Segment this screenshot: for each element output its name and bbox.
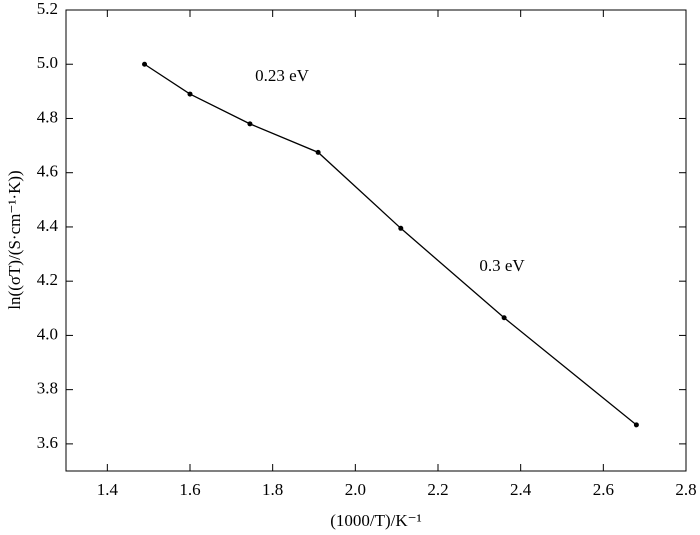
y-tick-label: 3.6 [37, 433, 58, 452]
y-tick-label: 4.0 [37, 324, 58, 343]
point [398, 225, 404, 231]
y-tick-label: 5.0 [37, 53, 58, 72]
point [315, 149, 321, 155]
point [142, 61, 148, 67]
annotation: 0.3 eV [479, 256, 525, 275]
x-tick-label: 2.4 [510, 480, 532, 499]
y-tick-label: 5.2 [37, 0, 58, 18]
y-tick-label: 4.6 [37, 162, 58, 181]
point [247, 121, 253, 127]
y-axis-label: ln((σT)/(S·cm⁻¹·K)) [5, 170, 24, 309]
line [144, 63, 637, 426]
x-axis-label: (1000/T)/K⁻¹ [330, 511, 422, 530]
y-tick-label: 4.8 [37, 107, 58, 126]
plot-frame [65, 9, 687, 472]
x-tick-label: 2.2 [427, 480, 448, 499]
point [501, 315, 507, 321]
x-tick-label: 1.6 [179, 480, 200, 499]
point [633, 422, 639, 428]
y-tick-label: 3.8 [37, 379, 58, 398]
point [187, 91, 193, 97]
x-tick-label: 2.0 [345, 480, 366, 499]
annotation: 0.23 eV [255, 66, 310, 85]
y-tick-label: 4.2 [37, 270, 58, 289]
x-tick-label: 2.8 [675, 480, 696, 499]
y-tick-label: 4.4 [37, 216, 59, 235]
x-tick-label: 1.8 [262, 480, 283, 499]
x-tick-label: 1.4 [97, 480, 119, 499]
x-tick-label: 2.6 [593, 480, 614, 499]
